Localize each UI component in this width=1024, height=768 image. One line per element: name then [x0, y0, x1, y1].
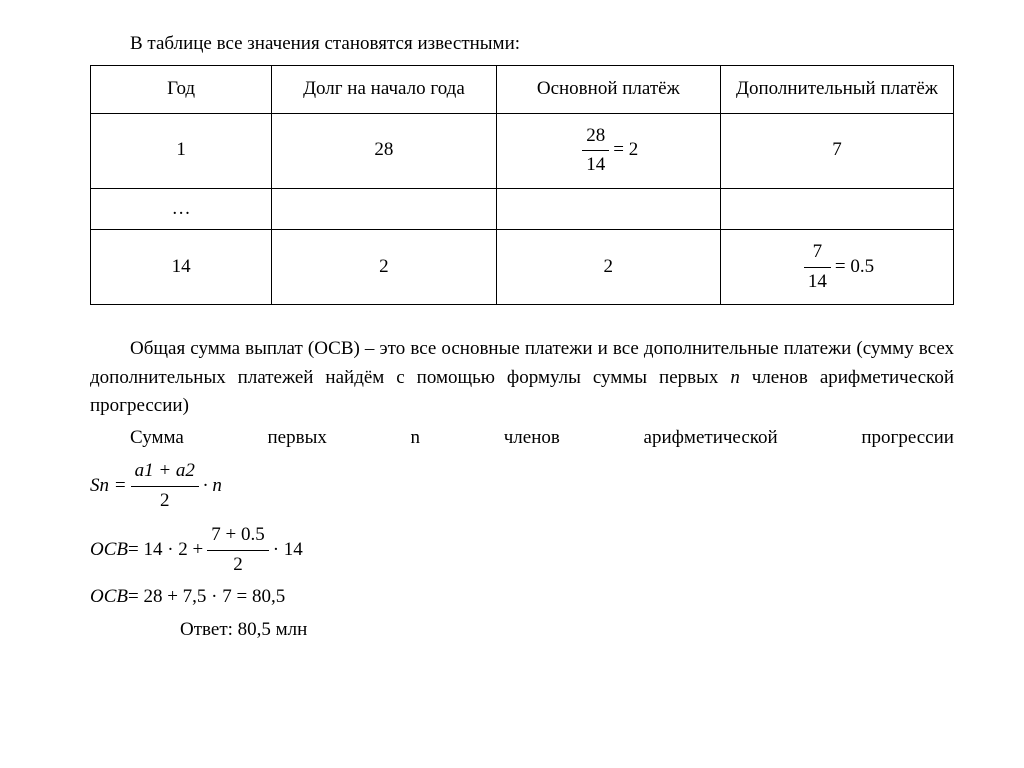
col-header: Год: [91, 65, 272, 113]
word: арифметической: [604, 424, 778, 453]
sn-label: Sn =: [90, 472, 127, 501]
cell-year: …: [91, 188, 272, 230]
cell-main: 2: [496, 230, 720, 305]
cell-debt: [272, 188, 496, 230]
ocv2-body: = 28 + 7,5 · 7 = 80,5: [128, 583, 285, 612]
explanation-paragraph-1: Общая сумма выплат (ОСВ) – это все основ…: [90, 335, 954, 421]
col-header: Долг на начало года: [272, 65, 496, 113]
ocv1-tail: · 14: [273, 536, 303, 565]
formula-ocv1: ОСВ = 14 · 2 + 7 + 0.5 2 · 14: [90, 519, 954, 581]
frac-eq: = 2: [613, 136, 638, 165]
frac-den: 2: [207, 550, 268, 580]
word: n: [371, 424, 421, 453]
ocv1-head: = 14 · 2 +: [128, 536, 203, 565]
col-header: Дополнительный платёж: [720, 65, 953, 113]
frac-den: 2: [131, 486, 199, 516]
frac-num: 28: [582, 122, 609, 151]
cell-debt: 2: [272, 230, 496, 305]
explanation-paragraph-2: Сумма первых n членов арифметической про…: [90, 424, 954, 453]
cell-year: 14: [91, 230, 272, 305]
sn-tail: · n: [203, 472, 222, 501]
cell-extra: [720, 188, 953, 230]
frac-num: 7 + 0.5: [207, 521, 268, 550]
cell-year: 1: [91, 113, 272, 188]
frac-den: 14: [804, 267, 831, 297]
frac-num: 7: [804, 238, 831, 267]
frac-num: a1 + a2: [131, 457, 199, 486]
intro-text: В таблице все значения становятся извест…: [90, 30, 954, 59]
cell-main: 28 14 = 2: [496, 113, 720, 188]
cell-debt: 28: [272, 113, 496, 188]
formula-sn: Sn = a1 + a2 2 · n: [90, 455, 954, 517]
ocv-label: ОСВ: [90, 583, 128, 612]
word: первых: [228, 424, 327, 453]
frac-eq: = 0.5: [835, 253, 874, 282]
cell-extra: 7: [720, 113, 953, 188]
answer-line: Ответ: 80,5 млн: [180, 616, 954, 645]
cell-extra: 7 14 = 0.5: [720, 230, 953, 305]
col-header: Основной платёж: [496, 65, 720, 113]
word: членов: [464, 424, 560, 453]
frac-den: 14: [582, 150, 609, 180]
ocv-label: ОСВ: [90, 536, 128, 565]
word: прогрессии: [821, 424, 954, 453]
payment-table: Год Долг на начало года Основной платёж …: [90, 65, 954, 306]
cell-main: [496, 188, 720, 230]
formula-ocv2: ОСВ = 28 + 7,5 · 7 = 80,5: [90, 583, 954, 612]
word: Сумма: [90, 424, 184, 453]
